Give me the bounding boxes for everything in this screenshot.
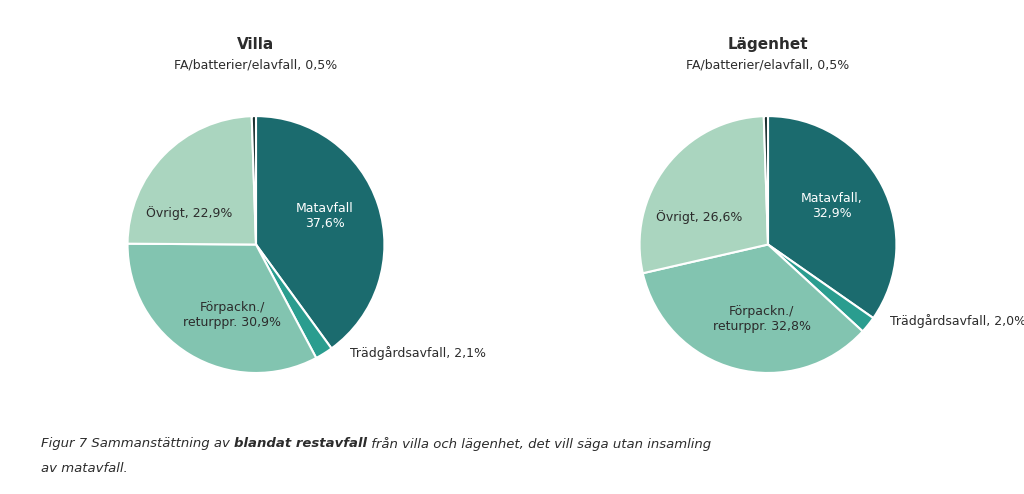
Text: Trädgårdsavfall, 2,0%: Trädgårdsavfall, 2,0% xyxy=(890,314,1024,328)
Text: av matavfall.: av matavfall. xyxy=(41,462,128,475)
Text: Lägenhet: Lägenhet xyxy=(728,37,808,52)
Text: blandat restavfall: blandat restavfall xyxy=(234,437,367,450)
Wedge shape xyxy=(764,116,768,245)
Text: Förpackn./
returppr. 32,8%: Förpackn./ returppr. 32,8% xyxy=(713,305,811,333)
Text: FA/batterier/elavfall, 0,5%: FA/batterier/elavfall, 0,5% xyxy=(686,59,850,72)
Wedge shape xyxy=(128,116,256,245)
Text: Figur 7 Sammanstättning av: Figur 7 Sammanstättning av xyxy=(41,437,234,450)
Text: från villa och lägenhet, det vill säga utan insamling: från villa och lägenhet, det vill säga u… xyxy=(367,437,712,451)
Wedge shape xyxy=(640,116,768,273)
Wedge shape xyxy=(256,245,332,358)
Text: Matavfall,
32,9%: Matavfall, 32,9% xyxy=(801,192,863,220)
Text: Övrigt, 22,9%: Övrigt, 22,9% xyxy=(145,206,231,220)
Wedge shape xyxy=(768,116,896,318)
Wedge shape xyxy=(252,116,256,245)
Text: Förpackn./
returppr. 30,9%: Förpackn./ returppr. 30,9% xyxy=(183,301,282,329)
Text: Övrigt, 26,6%: Övrigt, 26,6% xyxy=(655,210,742,224)
Wedge shape xyxy=(256,116,384,348)
Wedge shape xyxy=(643,245,862,373)
Wedge shape xyxy=(768,245,873,331)
Text: Trädgårdsavfall, 2,1%: Trädgårdsavfall, 2,1% xyxy=(350,346,486,360)
Text: FA/batterier/elavfall, 0,5%: FA/batterier/elavfall, 0,5% xyxy=(174,59,338,72)
Text: Matavfall
37,6%: Matavfall 37,6% xyxy=(296,202,353,230)
Wedge shape xyxy=(128,244,316,373)
Text: Villa: Villa xyxy=(238,37,274,52)
